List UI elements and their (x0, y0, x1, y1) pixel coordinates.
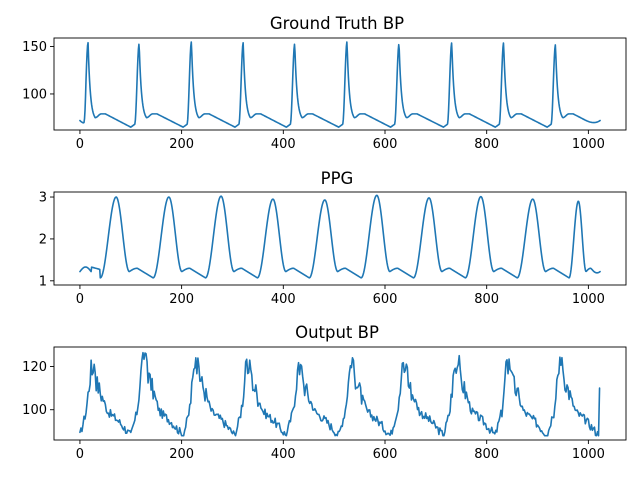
x-tick-label: 600 (373, 137, 398, 152)
chart-title: Ground Truth BP (270, 14, 404, 33)
x-tick-label: 600 (373, 447, 398, 462)
x-tick-label: 1000 (572, 137, 605, 152)
x-tick-label: 1000 (572, 292, 605, 307)
series-line (79, 41, 601, 128)
x-tick-label: 800 (474, 447, 499, 462)
y-tick-label: 2 (39, 232, 47, 247)
y-tick-label: 120 (22, 360, 47, 375)
axes-frame (53, 37, 627, 131)
y-tick-label: 3 (39, 191, 47, 206)
axes-frame (53, 346, 627, 441)
plot-area (79, 194, 601, 279)
x-tick-label: 200 (169, 292, 194, 307)
y-tick-label: 150 (22, 40, 47, 55)
x-tick-label: 1000 (572, 447, 605, 462)
x-tick-label: 800 (474, 137, 499, 152)
plot-area (79, 351, 601, 437)
tick-group: 0 200 400 600 800 1000 1 2 3 (39, 191, 605, 307)
y-tick-label: 1 (39, 274, 47, 289)
x-tick-label: 0 (76, 447, 84, 462)
x-tick-label: 400 (271, 447, 296, 462)
x-tick-label: 400 (271, 137, 296, 152)
subplot-ppg: PPG 0 200 400 600 800 1000 1 2 3 (39, 169, 627, 307)
axes-frame (53, 191, 627, 286)
x-tick-label: 800 (474, 292, 499, 307)
y-tick-label: 100 (22, 87, 47, 102)
x-tick-label: 0 (76, 137, 84, 152)
x-tick-label: 400 (271, 292, 296, 307)
x-tick-label: 600 (373, 292, 398, 307)
tick-group: 0 200 400 600 800 1000 100 150 (22, 40, 605, 152)
series-line (79, 194, 601, 279)
series-line (79, 351, 601, 437)
x-tick-label: 200 (169, 447, 194, 462)
y-tick-label: 100 (22, 403, 47, 418)
chart-title: Output BP (295, 323, 379, 342)
x-tick-label: 0 (76, 292, 84, 307)
subplot-output-bp: Output BP 0 200 400 600 800 1000 100 120 (22, 323, 627, 462)
plot-area (79, 41, 601, 128)
chart-title: PPG (321, 169, 354, 188)
subplot-ground-truth-bp: Ground Truth BP 0 200 400 600 800 1000 100 150 (22, 14, 627, 152)
x-tick-label: 200 (169, 137, 194, 152)
tick-group: 0 200 400 600 800 1000 100 120 (22, 360, 605, 462)
